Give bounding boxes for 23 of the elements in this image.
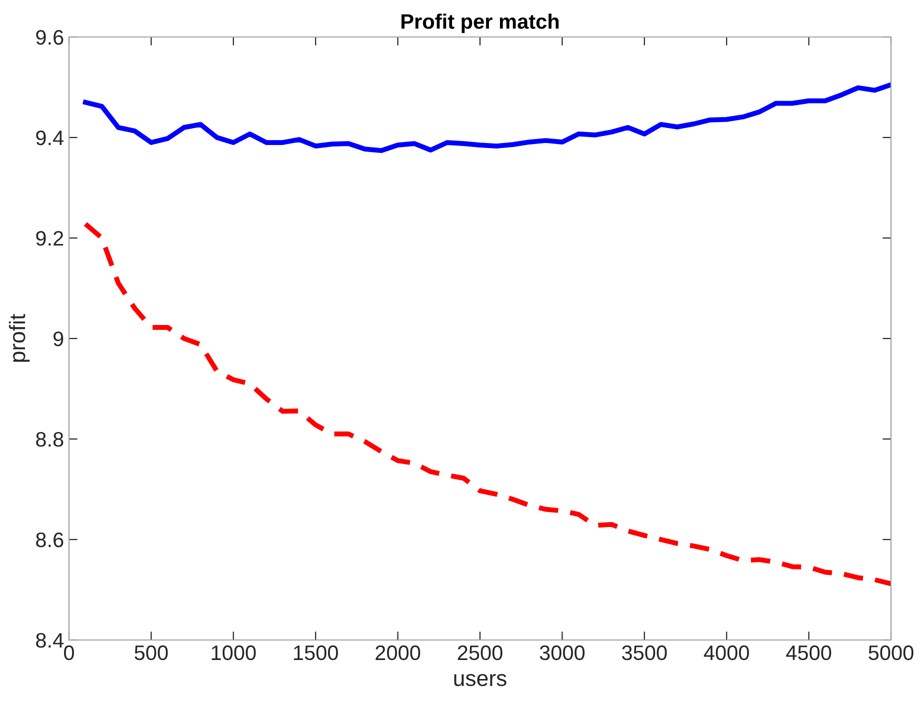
y-tick-label: 8.8 [36,432,64,447]
y-tick-label: 8.4 [36,633,64,648]
chart-title: Profit per match [402,14,559,33]
y-tick-label: 9 [54,332,64,346]
x-tick-label: 2500 [458,645,502,660]
x-tick-label: 4500 [786,645,832,660]
line-series [83,82,891,153]
x-tick-label: 3000 [540,645,585,660]
y-tick-label: 9.2 [36,231,64,246]
x-tick-label: 500 [134,645,168,660]
line-series [83,222,891,586]
y-tick-label: 9.4 [36,130,64,146]
x-tick-label: 1500 [294,645,338,660]
x-axis-title: users [454,674,506,686]
x-tick-label: 1000 [212,645,256,660]
y-tick-label: 9.6 [36,30,64,45]
x-tick-label: 2000 [376,645,420,660]
x-tick-label: 3500 [622,645,667,660]
y-tick-label: 8.6 [36,532,64,548]
x-tick-label: 4000 [704,645,749,660]
x-tick-label: 0 [64,645,74,660]
y-axis-title: profit [8,314,30,362]
x-tick-label: 5000 [868,645,914,660]
